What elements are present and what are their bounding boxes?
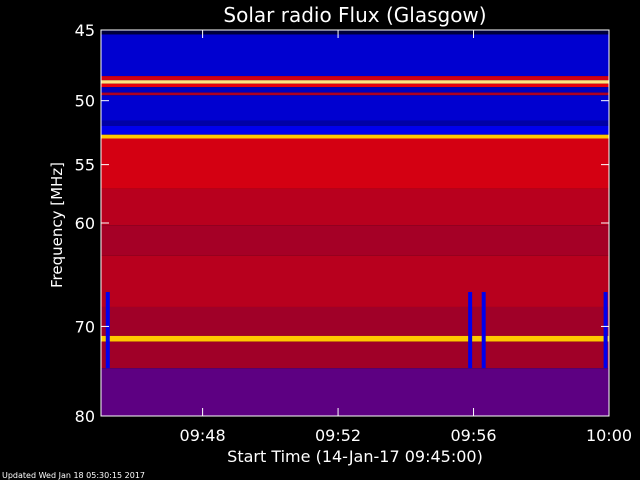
x-axis-label: Start Time (14-Jan-17 09:45:00) (227, 447, 483, 466)
y-tick-label-4: 70 (75, 317, 95, 336)
x-tick-label-1: 09:52 (315, 426, 361, 445)
y-tick-label-2: 55 (75, 156, 95, 175)
frequency-band-6 (101, 92, 609, 96)
frequency-band-15 (101, 306, 609, 336)
frequency-band-10 (101, 134, 609, 139)
spectrogram-plot (101, 30, 609, 416)
burst-3 (603, 292, 608, 369)
x-axis: 09:48 09:52 09:56 10:00 (180, 30, 632, 445)
frequency-band-0 (101, 30, 609, 35)
y-tick-label-3: 60 (75, 214, 95, 233)
frequency-band-3 (101, 80, 609, 84)
frequency-band-16 (101, 335, 609, 342)
y-axis: 45 50 55 60 70 80 (75, 21, 609, 426)
frequency-band-4 (101, 83, 609, 88)
footer-updated-text: Updated Wed Jan 18 05:30:15 2017 (2, 471, 145, 480)
frequency-band-17 (101, 341, 609, 369)
x-tick-label-0: 09:48 (180, 426, 226, 445)
frequency-band-14 (101, 255, 609, 307)
frequency-band-8 (101, 120, 609, 126)
frequency-band-5 (101, 87, 609, 93)
y-axis-label: Frequency [MHz] (48, 162, 66, 288)
burst-0 (105, 292, 110, 369)
burst-2 (481, 292, 486, 369)
x-tick-label-3: 10:00 (586, 426, 632, 445)
frequency-band-11 (101, 138, 609, 189)
frequency-band-13 (101, 225, 609, 256)
frequency-band-9 (101, 125, 609, 135)
frequency-band-12 (101, 188, 609, 226)
frequency-band-2 (101, 76, 609, 81)
y-tick-label-0: 45 (75, 21, 95, 40)
frequency-band-1 (101, 34, 609, 77)
y-tick-label-5: 80 (75, 407, 95, 426)
chart-title: Solar radio Flux (Glasgow) (223, 3, 486, 27)
burst-1 (468, 292, 473, 369)
frequency-band-7 (101, 95, 609, 121)
x-tick-label-2: 09:56 (450, 426, 496, 445)
frequency-band-18 (101, 368, 609, 416)
y-tick-label-1: 50 (75, 92, 95, 111)
